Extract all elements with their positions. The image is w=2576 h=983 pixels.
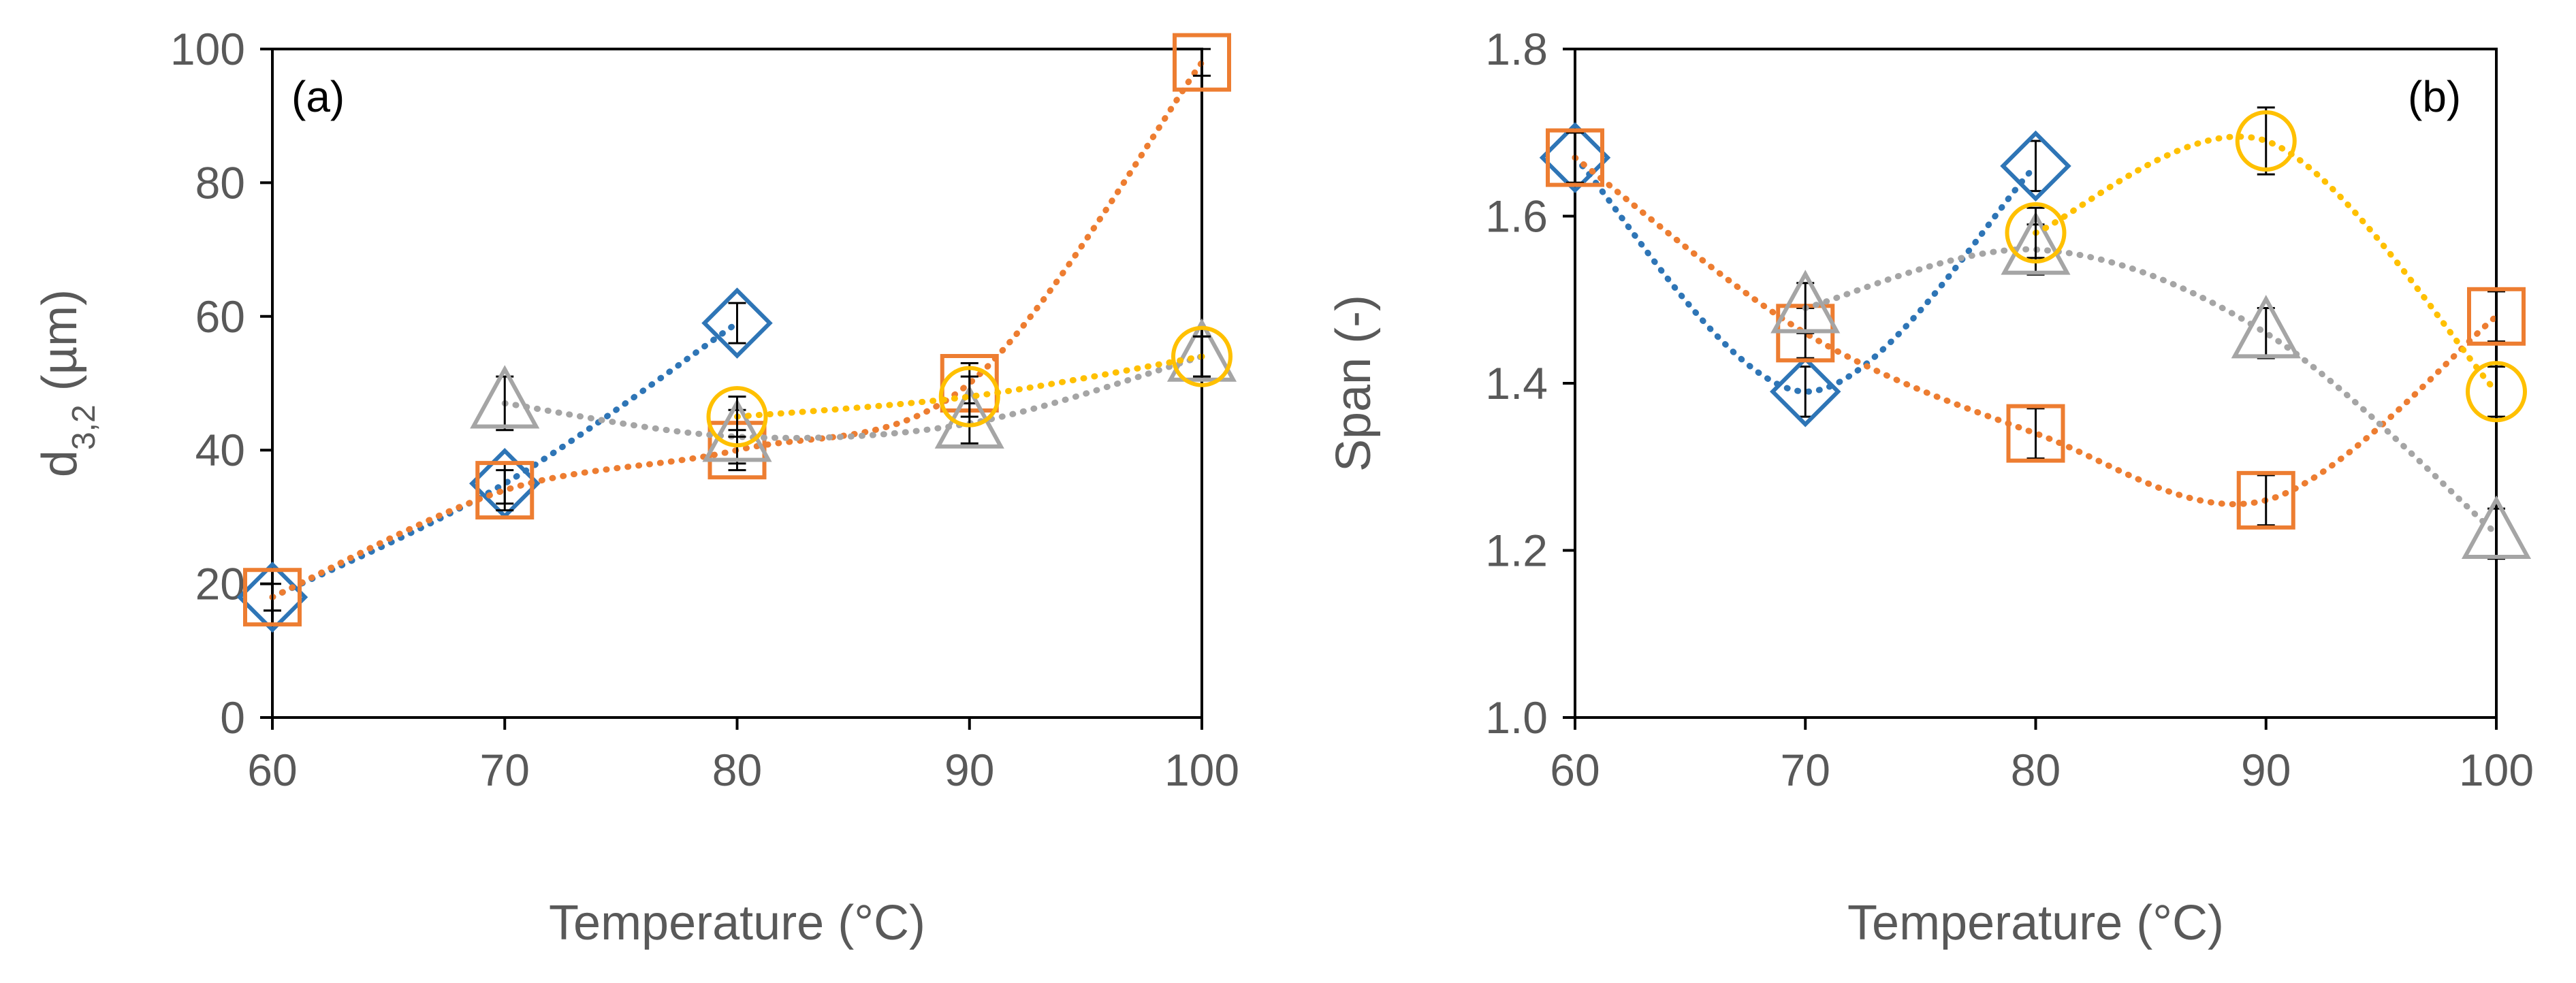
data-point-square: [243, 568, 302, 627]
data-point-triangle: [2001, 211, 2071, 275]
y-axis-title-main: Span (-): [1326, 295, 1381, 472]
data-point-triangle: [702, 398, 772, 462]
y-tick-label: 40: [195, 425, 245, 475]
panel-label: (b): [2408, 72, 2461, 121]
y-tick-label: 20: [195, 559, 245, 609]
y-tick-label: 1.0: [1485, 692, 1548, 743]
series-triangle: [1770, 211, 2532, 560]
x-tick-label: 70: [1781, 745, 1830, 795]
data-point-circle: [2005, 202, 2067, 264]
x-axis-title: Temperature (°C): [549, 896, 925, 950]
y-tick-label: 1.6: [1485, 191, 1548, 242]
data-point-triangle: [470, 365, 540, 429]
y-tick-label: 100: [170, 24, 245, 74]
y-axis-title-main: d: [33, 450, 87, 477]
data-point-diamond: [701, 287, 773, 359]
y-tick-label: 0: [220, 692, 245, 743]
series-triangle: [470, 318, 1237, 465]
trend-line: [1802, 246, 2500, 537]
y-tick-label: 1.2: [1485, 526, 1548, 576]
x-tick-label: 100: [1164, 745, 1239, 795]
data-point-circle: [2235, 110, 2297, 172]
data-point-square: [2236, 470, 2295, 530]
y-tick-label: 80: [195, 157, 245, 208]
trend-line: [269, 320, 740, 600]
y-tick-label: 60: [195, 291, 245, 342]
data-point-diamond: [1539, 122, 1611, 193]
panel-label: (a): [291, 72, 345, 121]
data-point-square: [475, 461, 535, 520]
series-circle: [706, 325, 1233, 448]
data-point-circle: [706, 386, 768, 448]
chart-panel-a: 60 70 80 90 100 0 20 40 60 80 100 Temperature (°C) d…: [33, 24, 1239, 950]
x-tick-label: 60: [1550, 745, 1600, 795]
data-point-triangle: [2231, 295, 2301, 359]
x-tick-label: 70: [480, 745, 530, 795]
data-point-circle: [938, 366, 1000, 428]
x-tick-label: 60: [247, 745, 297, 795]
chart-panel-b: 60 70 80 90 100 1.0 1.2 1.4 1.6 1.8 Temperature (°…: [1326, 24, 2534, 950]
x-tick-label: 100: [2459, 745, 2534, 795]
series-circle: [2005, 106, 2527, 423]
x-tick-label: 90: [2241, 745, 2291, 795]
data-point-triangle: [934, 385, 1004, 449]
x-axis-title: Temperature (°C): [1847, 896, 2224, 950]
x-tick-label: 80: [712, 745, 762, 795]
trend-line: [734, 353, 1205, 420]
data-point-circle: [1171, 325, 1233, 387]
data-point-square: [1546, 128, 1604, 187]
y-axis-title: Span (-): [1326, 295, 1381, 472]
trend-line: [1572, 155, 2500, 508]
data-point-triangle: [1166, 318, 1237, 382]
y-axis-title-unit: (µm): [33, 289, 87, 404]
y-axis-title: d3,2 (µm): [33, 289, 102, 477]
y-axis-title-subscript: 3,2: [66, 404, 102, 450]
data-point-circle: [2466, 361, 2527, 423]
trend-line: [501, 353, 1205, 441]
y-tick-label: 1.4: [1485, 358, 1548, 408]
data-point-diamond: [2000, 130, 2071, 202]
trend-line: [2033, 133, 2500, 395]
data-point-square: [2467, 287, 2526, 346]
data-point-triangle: [1770, 270, 1841, 334]
data-point-square: [2006, 404, 2065, 463]
data-point-diamond: [1770, 356, 1841, 428]
y-tick-label: 1.8: [1485, 24, 1548, 74]
series-diamond: [1539, 122, 2071, 428]
data-point-triangle: [2461, 495, 2532, 559]
data-point-square: [1173, 33, 1231, 92]
x-tick-label: 80: [2011, 745, 2061, 795]
x-tick-label: 90: [944, 745, 994, 795]
